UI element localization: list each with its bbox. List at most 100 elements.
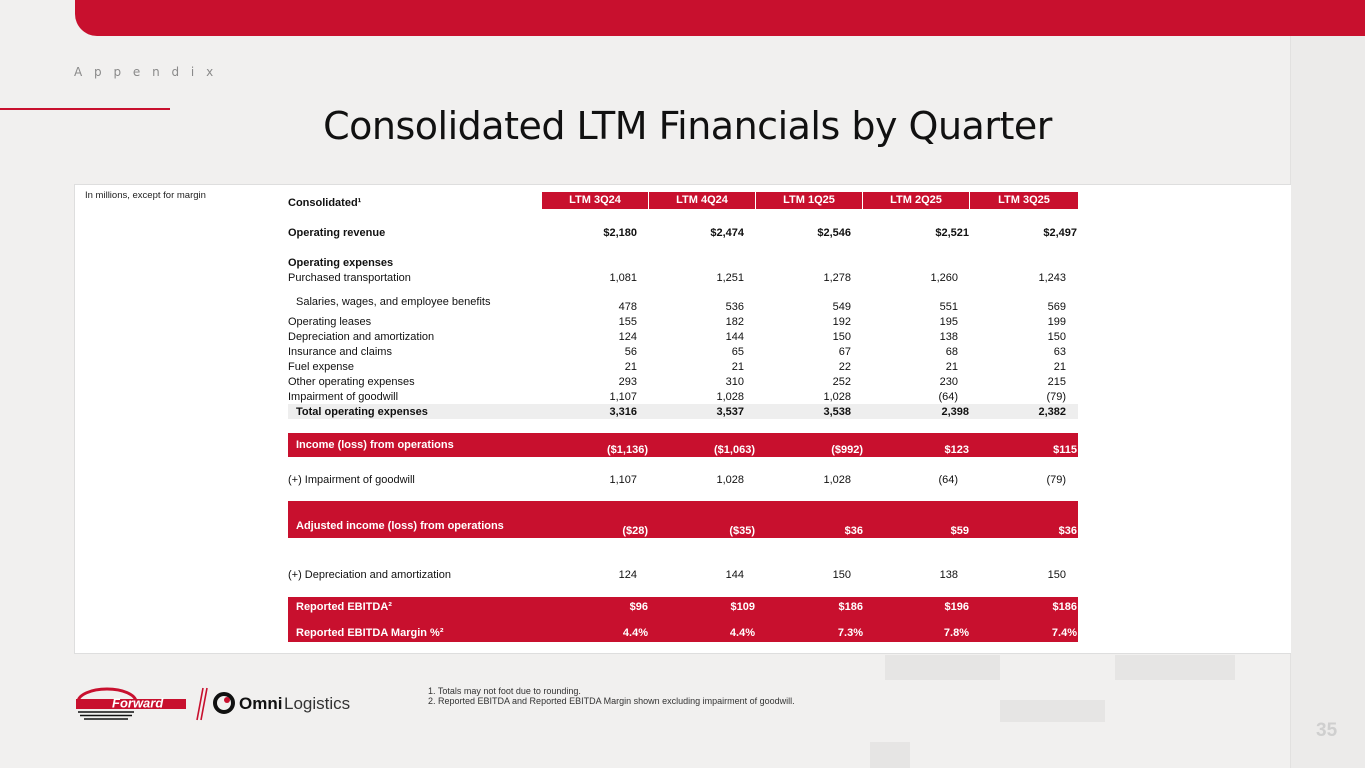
background-shape bbox=[885, 655, 1000, 680]
cell-value: $2,497 bbox=[1043, 227, 1077, 239]
cell-value: 192 bbox=[832, 316, 851, 328]
cell-value: 7.8% bbox=[943, 627, 969, 639]
cell-value: 65 bbox=[731, 346, 744, 358]
cell-value: $36 bbox=[844, 525, 863, 537]
row-label: Operating leases bbox=[288, 316, 372, 328]
cell-value: (79) bbox=[1046, 474, 1066, 486]
cell-value: ($992) bbox=[831, 444, 863, 456]
cell-value: $2,474 bbox=[710, 227, 744, 239]
cell-value: 7.3% bbox=[837, 627, 863, 639]
cell-value: 67 bbox=[838, 346, 851, 358]
footnotes: 1. Totals may not foot due to rounding. … bbox=[428, 686, 795, 706]
cell-value: 21 bbox=[1053, 361, 1066, 373]
cell-value: (64) bbox=[938, 474, 958, 486]
row-label: Fuel expense bbox=[288, 361, 355, 373]
row-label: (+) Depreciation and amortization bbox=[288, 569, 451, 581]
cell-value: 1,028 bbox=[823, 391, 851, 403]
column-header: LTM 4Q24 bbox=[649, 192, 756, 209]
cell-value: 155 bbox=[618, 316, 637, 328]
footnote: 2. Reported EBITDA and Reported EBITDA M… bbox=[428, 696, 795, 706]
cell-value: $96 bbox=[629, 601, 648, 613]
cell-value: ($28) bbox=[622, 525, 648, 537]
cell-value: 138 bbox=[939, 331, 958, 343]
row-label: Insurance and claims bbox=[288, 346, 392, 358]
cell-value: $123 bbox=[944, 444, 969, 456]
cell-value: 21 bbox=[624, 361, 637, 373]
cell-value: 21 bbox=[945, 361, 958, 373]
cell-value: 68 bbox=[945, 346, 958, 358]
cell-value: 124 bbox=[618, 569, 637, 581]
cell-value: 1,107 bbox=[609, 391, 637, 403]
row-label: Purchased transportation bbox=[288, 272, 411, 284]
row-label: Operating revenue bbox=[288, 227, 386, 239]
row-label: Impairment of goodwill bbox=[288, 391, 399, 403]
cell-value: $115 bbox=[1053, 444, 1077, 456]
logistics-logo-text: Logistics bbox=[284, 694, 350, 713]
cell-value: 1,251 bbox=[716, 272, 744, 284]
top-banner bbox=[75, 0, 1365, 36]
highlight-band bbox=[288, 597, 1078, 642]
section-label: A p p e n d i x bbox=[74, 65, 218, 79]
cell-value: 63 bbox=[1053, 346, 1066, 358]
row-label: Other operating expenses bbox=[288, 376, 415, 388]
cell-value: 2,382 bbox=[1038, 406, 1066, 418]
cell-value: 182 bbox=[725, 316, 744, 328]
cell-value: $2,521 bbox=[935, 227, 969, 239]
cell-value: $36 bbox=[1058, 525, 1077, 537]
row-label: Reported EBITDA² bbox=[296, 601, 392, 613]
cell-value: $59 bbox=[950, 525, 969, 537]
cell-value: (64) bbox=[938, 391, 958, 403]
cell-value: $196 bbox=[944, 601, 969, 613]
cell-value: 230 bbox=[939, 376, 958, 388]
cell-value: 138 bbox=[939, 569, 958, 581]
row-label: Reported EBITDA Margin %² bbox=[296, 627, 444, 639]
cell-value: 293 bbox=[618, 376, 637, 388]
row-label: Operating expenses bbox=[288, 257, 394, 269]
cell-value: 1,243 bbox=[1038, 272, 1066, 284]
cell-value: 3,538 bbox=[823, 406, 851, 418]
highlight-band bbox=[288, 433, 1078, 457]
cell-value: 3,316 bbox=[609, 406, 637, 418]
cell-value: $186 bbox=[838, 601, 863, 613]
cell-value: 150 bbox=[832, 569, 851, 581]
cell-value: 150 bbox=[832, 331, 851, 343]
cell-value: 7.4% bbox=[1051, 627, 1077, 639]
cell-value: 2,398 bbox=[941, 406, 969, 418]
column-header: LTM 3Q25 bbox=[970, 192, 1078, 209]
cell-value: 56 bbox=[624, 346, 637, 358]
cell-value: ($1,063) bbox=[714, 444, 755, 456]
cell-value: $186 bbox=[1052, 601, 1077, 613]
total-row-band bbox=[288, 404, 1078, 419]
cell-value: 252 bbox=[832, 376, 851, 388]
cell-value: 1,028 bbox=[823, 474, 851, 486]
omni-logistics-logo: Omni Logistics bbox=[196, 687, 350, 721]
row-label: (+) Impairment of goodwill bbox=[288, 474, 415, 486]
highlight-band bbox=[288, 501, 1078, 538]
page-title: Consolidated LTM Financials by Quarter bbox=[323, 104, 1052, 148]
cell-value: 1,278 bbox=[823, 272, 851, 284]
cell-value: 150 bbox=[1047, 331, 1066, 343]
side-panel bbox=[1290, 36, 1365, 768]
column-header: LTM 2Q25 bbox=[863, 192, 970, 209]
cell-value: 4.4% bbox=[622, 627, 648, 639]
units-note: In millions, except for margin bbox=[85, 190, 206, 201]
cell-value: (79) bbox=[1046, 391, 1066, 403]
accent-rule bbox=[0, 108, 170, 110]
cell-value: 549 bbox=[832, 301, 851, 313]
background-shape bbox=[1115, 655, 1235, 680]
cell-value: 144 bbox=[725, 331, 744, 343]
cell-value: 551 bbox=[939, 301, 958, 313]
cell-value: 150 bbox=[1047, 569, 1066, 581]
row-label: Total operating expenses bbox=[296, 406, 428, 418]
cell-value: ($35) bbox=[729, 525, 755, 537]
footnote: 1. Totals may not foot due to rounding. bbox=[428, 686, 581, 696]
row-label: Depreciation and amortization bbox=[288, 331, 435, 343]
cell-value: 124 bbox=[618, 331, 637, 343]
column-header: LTM 3Q24 bbox=[542, 192, 649, 209]
cell-value: 195 bbox=[939, 316, 958, 328]
cell-value: 478 bbox=[618, 301, 637, 313]
cell-value: 199 bbox=[1047, 316, 1066, 328]
cell-value: 1,028 bbox=[716, 474, 744, 486]
row-label: Income (loss) from operations bbox=[296, 439, 454, 451]
cell-value: 1,081 bbox=[609, 272, 637, 284]
